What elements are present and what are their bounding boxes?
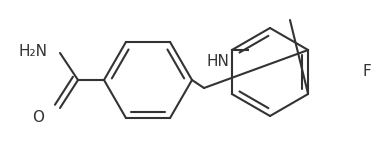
Text: F: F [362,64,371,80]
Text: O: O [32,111,44,126]
Text: HN: HN [207,54,229,69]
Text: H₂N: H₂N [18,45,47,60]
